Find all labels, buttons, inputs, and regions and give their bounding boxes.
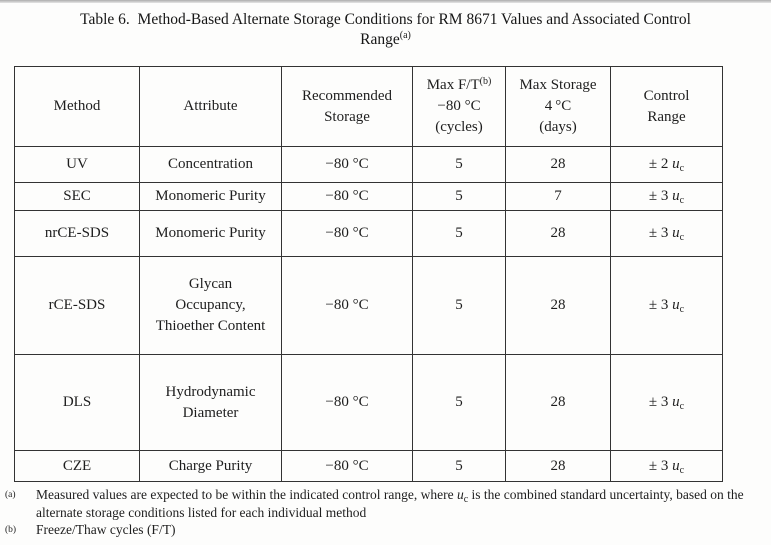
attribute-cell: Monomeric Purity: [139, 182, 282, 211]
cycles-cell: 5: [412, 256, 506, 355]
attribute-cell: Concentration: [139, 146, 282, 183]
control-range-cell: ± 3 uc: [610, 354, 723, 451]
control-range-cell: ± 3 uc: [610, 450, 723, 482]
method-cell: SEC: [14, 182, 140, 211]
table-row-uv: UV Concentration −80 °C 5 28 ± 2 uc: [14, 146, 723, 183]
table-title-line2: Range(a): [360, 30, 411, 49]
storage-cell: −80 °C: [281, 182, 413, 211]
cycles-cell: 5: [412, 210, 506, 257]
method-cell: rCE-SDS: [14, 256, 140, 355]
attribute-cell: Monomeric Purity: [139, 210, 282, 257]
table-row-rce-sds: rCE-SDS Glycan Occupancy, Thioether Cont…: [14, 256, 723, 355]
days-cell: 7: [505, 182, 611, 211]
cycles-cell: 5: [412, 354, 506, 451]
method-cell: UV: [14, 146, 140, 183]
attribute-cell: Hydrodynamic Diameter: [139, 354, 282, 451]
days-cell: 28: [505, 450, 611, 482]
attribute-cell: Glycan Occupancy, Thioether Content: [139, 256, 282, 355]
footnote-ref-a: (a): [399, 30, 411, 41]
storage-cell: −80 °C: [281, 210, 413, 257]
footnote-b: (b) Freeze/Thaw cycles (F/T): [5, 521, 765, 540]
days-cell: 28: [505, 256, 611, 355]
cycles-cell: 5: [412, 146, 506, 183]
footnotes: (a) Measured values are expected to be w…: [5, 486, 765, 540]
control-range-cell: ± 3 uc: [610, 256, 723, 355]
col-header-max-storage: Max Storage 4 °C (days): [505, 66, 611, 147]
method-cell: DLS: [14, 354, 140, 451]
footnote-b-text: Freeze/Thaw cycles (F/T): [36, 522, 176, 537]
footnote-a-marker: (a): [5, 490, 16, 500]
col-header-max-ft: Max F/T(b) −80 °C (cycles): [412, 66, 506, 147]
control-range-cell: ± 3 uc: [610, 210, 723, 257]
storage-conditions-table: Method Attribute Recommended Storage Max…: [14, 66, 723, 482]
col-header-method: Method: [14, 66, 140, 147]
footnote-a-text: Measured values are expected to be withi…: [36, 487, 744, 520]
footnote-b-marker: (b): [5, 525, 17, 535]
col-header-recommended-storage: Recommended Storage: [281, 66, 413, 147]
table-row-sec: SEC Monomeric Purity −80 °C 5 7 ± 3 uc: [14, 182, 723, 211]
days-cell: 28: [505, 146, 611, 183]
cycles-cell: 5: [412, 182, 506, 211]
scan-artifact-top-edge: [0, 0, 771, 3]
storage-cell: −80 °C: [281, 354, 413, 451]
storage-cell: −80 °C: [281, 450, 413, 482]
header-row: Method Attribute Recommended Storage Max…: [14, 66, 723, 147]
method-cell: nrCE-SDS: [14, 210, 140, 257]
cycles-cell: 5: [412, 450, 506, 482]
col-header-attribute: Attribute: [139, 66, 282, 147]
days-cell: 28: [505, 354, 611, 451]
control-range-cell: ± 3 uc: [610, 182, 723, 211]
attribute-cell: Charge Purity: [139, 450, 282, 482]
table-title: Table 6. Method-Based Alternate Storage …: [0, 10, 771, 50]
footnote-ref-b: (b): [479, 76, 492, 87]
table-row-dls: DLS Hydrodynamic Diameter −80 °C 5 28 ± …: [14, 354, 723, 451]
storage-cell: −80 °C: [281, 256, 413, 355]
control-range-cell: ± 2 uc: [610, 146, 723, 183]
method-cell: CZE: [14, 450, 140, 482]
days-cell: 28: [505, 210, 611, 257]
table-row-nrce-sds: nrCE-SDS Monomeric Purity −80 °C 5 28 ± …: [14, 210, 723, 257]
footnote-a: (a) Measured values are expected to be w…: [5, 486, 765, 521]
table-title-line1: Table 6. Method-Based Alternate Storage …: [80, 11, 691, 28]
table-row-cze: CZE Charge Purity −80 °C 5 28 ± 3 uc: [14, 450, 723, 482]
storage-cell: −80 °C: [281, 146, 413, 183]
col-header-control-range: Control Range: [610, 66, 723, 147]
